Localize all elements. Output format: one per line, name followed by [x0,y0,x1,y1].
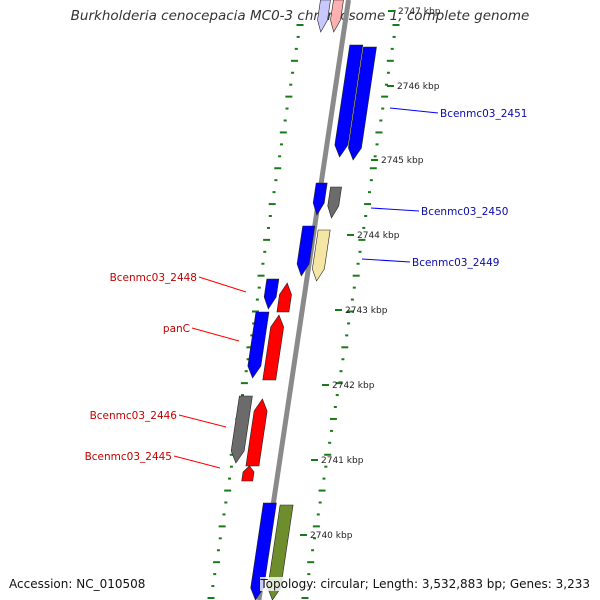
gene-bottom-olive [267,504,294,600]
kbp-tick-label: 2742 kbp [332,381,375,391]
gene-label-leader [191,327,240,342]
gene-label-leader [198,276,247,293]
gc-line-right [301,24,400,599]
gene-label-reverse: Bcenmc03_2448 [110,272,197,284]
gene-label-reverse: Bcenmc03_2445 [85,451,172,463]
gene-label-reverse: Bcenmc03_2446 [90,410,178,422]
kbp-tick-label: 2746 kbp [397,82,440,92]
gene-label-forward: Bcenmc03_2450 [421,206,508,218]
gene-grey-2446 [230,395,253,464]
gene-label-leader [361,258,411,263]
gene-blue-panc [247,311,270,379]
gc-line-left [207,24,304,599]
gene-label-leader [178,414,227,428]
gene-bcenmc03-2446 [245,398,268,467]
gene-label-forward: Bcenmc03_2451 [440,108,527,120]
kbp-tick-label: 2741 kbp [321,456,364,466]
accession-text: Accession: NC_010508 [9,577,146,591]
gene-bcenmc03-2451-a [334,44,364,158]
gene-grey-1 [327,186,342,219]
gene-label-leader [389,107,439,114]
gene-label-leader [370,207,420,212]
gene-bcenmc03-2445 [241,465,255,482]
gene-bottom-blue [250,502,277,600]
chromosome-backbone [256,0,351,600]
kbp-tick-label: 2747 kbp [398,7,441,17]
gene-bcenmc03-2448 [276,282,292,313]
gene-bcenmc03-2450 [312,182,328,216]
gene-top-2 [330,0,344,33]
gene-top-1 [317,0,331,33]
gene-bcenmc03-2451-b [348,46,377,161]
gene-label-leader [173,455,221,469]
gene-blue-2448 [263,278,280,310]
kbp-tick-label: 2743 kbp [345,306,388,316]
gene-bcenmc03-2449 [296,225,316,277]
map-title: Burkholderia cenocepacia MC0-3 chromosom… [70,8,530,24]
kbp-tick-label: 2744 kbp [357,231,400,241]
gene-label-reverse: panC [163,323,190,335]
gene-yellow-1 [312,229,331,282]
kbp-tick-label: 2740 kbp [310,531,353,541]
kbp-tick-label: 2745 kbp [381,156,424,166]
topology-text: Topology: circular; Length: 3,532,883 bp… [260,577,590,591]
gene-panc [262,314,284,381]
gene-label-forward: Bcenmc03_2449 [412,257,499,269]
